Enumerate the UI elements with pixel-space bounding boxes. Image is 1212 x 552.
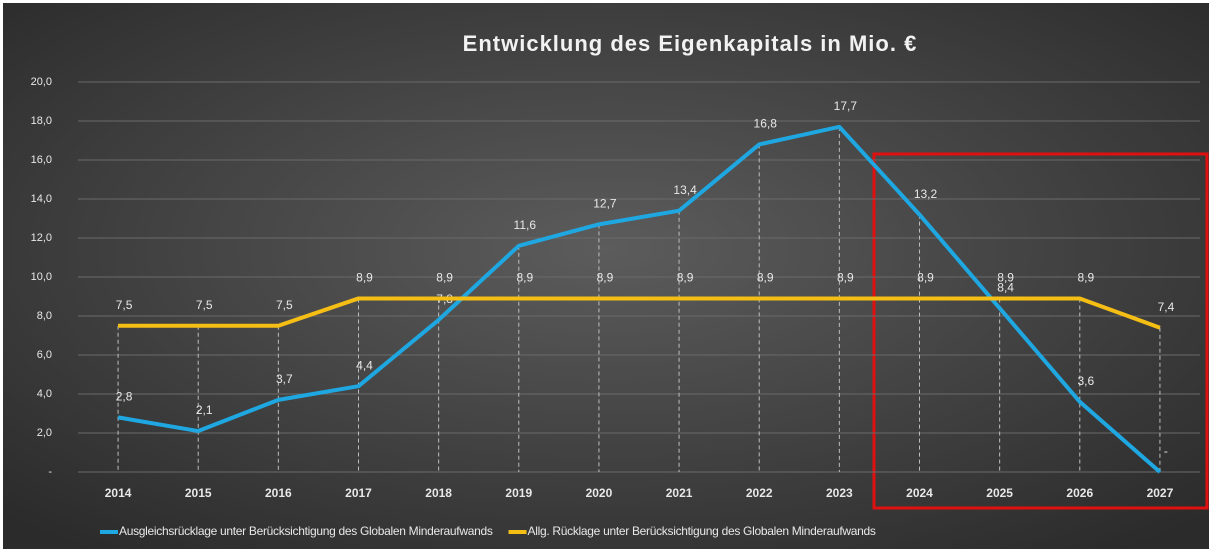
x-tick-label: 2025 bbox=[986, 486, 1013, 500]
data-label: 2,8 bbox=[116, 390, 133, 404]
series-line bbox=[117, 124, 1162, 474]
y-tick-label: 12,0 bbox=[31, 232, 52, 244]
data-label: 8,9 bbox=[597, 271, 614, 285]
series-line bbox=[118, 296, 1161, 330]
x-tick-label: 2027 bbox=[1147, 486, 1174, 500]
x-tick-label: 2020 bbox=[586, 486, 613, 500]
y-tick-label: 20,0 bbox=[31, 76, 52, 88]
x-tick-label: 2014 bbox=[105, 486, 132, 500]
data-label: 7,5 bbox=[276, 298, 293, 312]
x-tick-label: 2017 bbox=[345, 486, 372, 500]
data-label: 12,7 bbox=[593, 197, 617, 211]
data-label: 2,1 bbox=[196, 403, 213, 417]
y-tick-label: 16,0 bbox=[31, 154, 52, 166]
y-tick-label: 6,0 bbox=[37, 349, 52, 361]
y-tick-label: - bbox=[48, 466, 52, 478]
x-tick-label: 2019 bbox=[505, 486, 532, 500]
data-label: 16,8 bbox=[754, 117, 778, 131]
x-tick-label: 2024 bbox=[906, 486, 933, 500]
data-label: 8,9 bbox=[997, 271, 1014, 285]
y-tick-label: 8,0 bbox=[37, 310, 52, 322]
data-label: 8,9 bbox=[1077, 271, 1094, 285]
legend-label: Allg. Rücklage unter Berücksichtigung de… bbox=[528, 524, 876, 538]
data-label: 3,7 bbox=[276, 372, 293, 386]
data-label: 7,4 bbox=[1158, 300, 1175, 314]
data-label: 8,9 bbox=[677, 271, 694, 285]
legend-label: Ausgleichsrücklage unter Berücksichtigun… bbox=[119, 524, 493, 538]
data-label: 11,6 bbox=[514, 218, 537, 232]
x-tick-label: 2023 bbox=[826, 486, 853, 500]
data-label: 7,5 bbox=[116, 298, 133, 312]
y-tick-label: 18,0 bbox=[31, 115, 52, 127]
highlight-box bbox=[872, 152, 1209, 510]
data-label: 8,9 bbox=[356, 271, 373, 285]
data-label: - bbox=[1164, 444, 1168, 458]
data-label: 8,9 bbox=[837, 271, 854, 285]
data-label: 8,4 bbox=[997, 280, 1014, 294]
x-tick-label: 2015 bbox=[185, 486, 212, 500]
data-label: 13,2 bbox=[914, 187, 938, 201]
x-tick-label: 2016 bbox=[265, 486, 292, 500]
data-label: 17,7 bbox=[834, 99, 858, 113]
data-label: 4,4 bbox=[356, 358, 373, 372]
x-tick-label: 2018 bbox=[425, 486, 452, 500]
y-tick-label: 2,0 bbox=[37, 427, 52, 439]
y-tick-label: 10,0 bbox=[31, 271, 52, 283]
data-label: 8,9 bbox=[757, 271, 774, 285]
data-label: 3,6 bbox=[1077, 374, 1094, 388]
chart-background bbox=[3, 3, 1209, 549]
x-tick-label: 2022 bbox=[746, 486, 773, 500]
x-tick-label: 2021 bbox=[666, 486, 693, 500]
chart-title: Entwicklung des Eigenkapitals in Mio. € bbox=[463, 31, 918, 56]
data-label: 7,5 bbox=[196, 298, 213, 312]
data-label: 13,4 bbox=[673, 183, 697, 197]
data-label: 8,9 bbox=[436, 271, 453, 285]
x-tick-label: 2026 bbox=[1066, 486, 1093, 500]
y-tick-label: 4,0 bbox=[37, 388, 52, 400]
data-label: 8,9 bbox=[516, 271, 533, 285]
y-tick-label: 14,0 bbox=[31, 193, 52, 205]
data-label: 8,9 bbox=[917, 271, 934, 285]
